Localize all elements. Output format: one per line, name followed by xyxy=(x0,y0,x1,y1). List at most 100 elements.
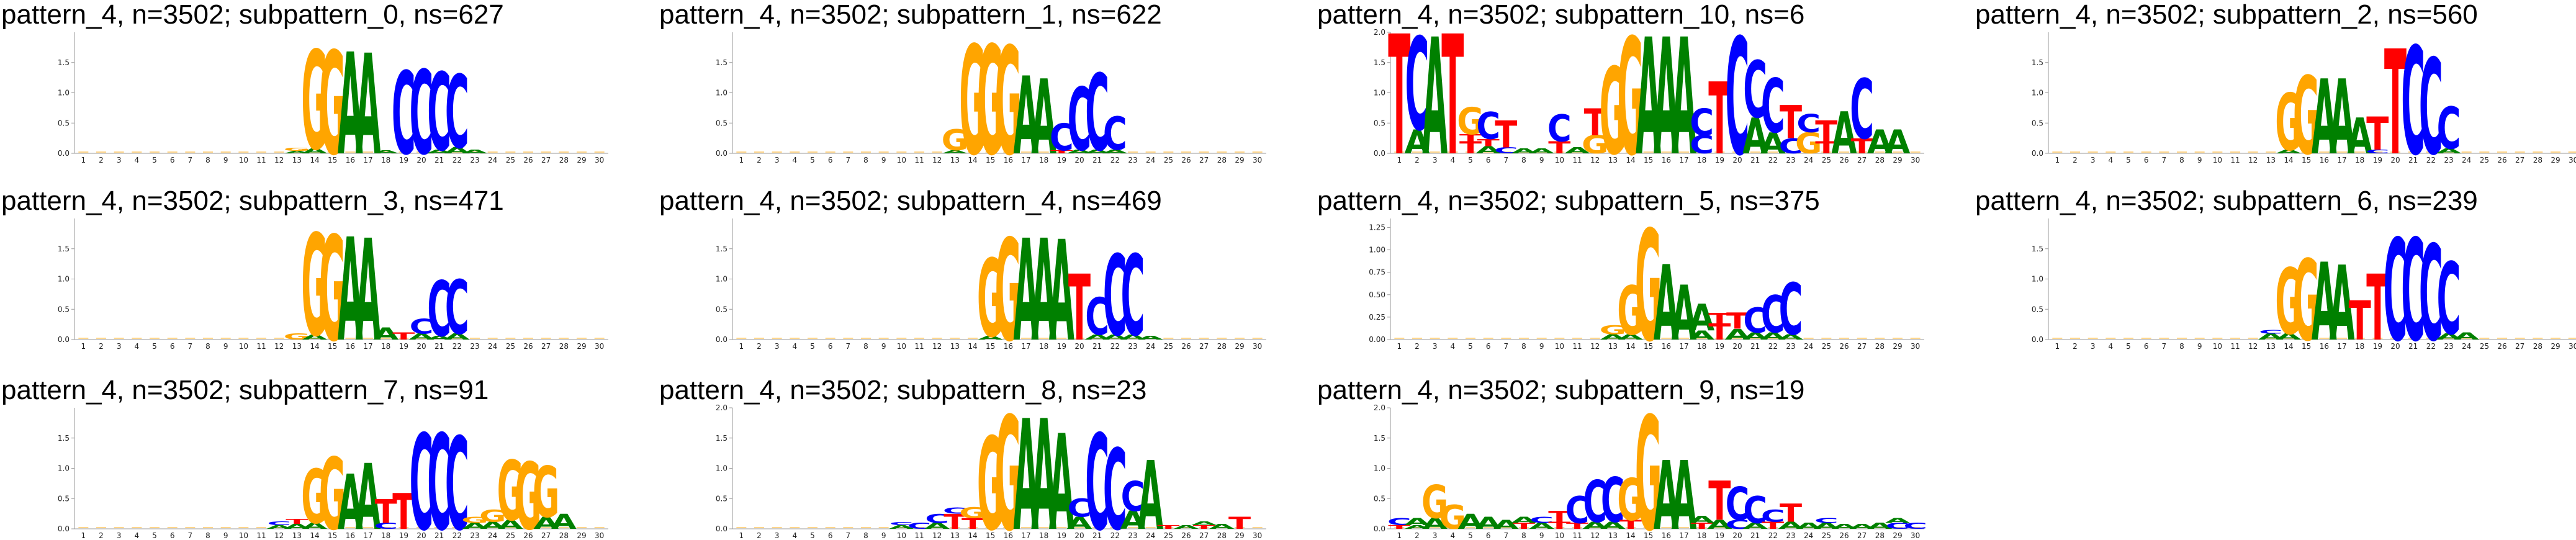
x-tick-label: 28 xyxy=(1875,156,1885,164)
baseline-mark xyxy=(1074,151,1084,153)
baseline-mark xyxy=(2266,151,2276,153)
baseline-mark xyxy=(1092,338,1102,339)
x-tick-label: 24 xyxy=(2462,156,2471,164)
baseline-mark xyxy=(1501,527,1511,528)
x-tick-label: 24 xyxy=(1804,156,1813,164)
baseline-mark xyxy=(2194,338,2205,339)
x-tick-label: 22 xyxy=(1768,156,1778,164)
x-tick-label: 15 xyxy=(1644,156,1653,164)
x-tick-label: 1 xyxy=(739,342,744,351)
baseline-mark xyxy=(1483,527,1493,528)
x-tick-label: 25 xyxy=(506,156,515,164)
baseline-mark xyxy=(381,338,391,339)
baseline-mark xyxy=(96,527,106,528)
x-tick-label: 30 xyxy=(1911,156,1920,164)
logo-letter-A: A xyxy=(1031,58,1056,178)
x-tick-label: 9 xyxy=(223,342,228,351)
x-tick-label: 12 xyxy=(932,156,942,164)
baseline-mark xyxy=(256,338,266,339)
baseline-mark xyxy=(1857,338,1867,339)
x-tick-label: 8 xyxy=(205,156,210,164)
logo-letter-T: T xyxy=(1726,308,1749,335)
logo-letter-C: C xyxy=(1690,131,1714,160)
x-tick-label: 24 xyxy=(488,342,497,351)
y-tick-label: 1.0 xyxy=(1374,464,1385,473)
x-tick-label: 13 xyxy=(950,342,960,351)
y-tick-label: 0.5 xyxy=(2032,119,2043,127)
baseline-mark xyxy=(1572,338,1582,339)
logo-letter-C: C xyxy=(1103,109,1127,161)
x-tick-label: 3 xyxy=(1433,342,1438,351)
baseline-mark xyxy=(1394,527,1405,528)
x-tick-label: 29 xyxy=(577,342,586,351)
logo-letter-A: A xyxy=(284,523,310,530)
baseline-mark xyxy=(1875,527,1885,528)
x-tick-label: 10 xyxy=(1555,156,1564,164)
x-tick-label: 9 xyxy=(1539,156,1544,164)
logo-letter-C: C xyxy=(1050,117,1074,160)
baseline-mark xyxy=(256,151,266,153)
x-tick-label: 30 xyxy=(1253,531,1262,540)
logo-letter-A: A xyxy=(1600,520,1626,531)
x-tick-label: 27 xyxy=(1857,531,1867,540)
baseline-mark xyxy=(1199,527,1209,528)
x-tick-label: 8 xyxy=(863,531,868,540)
x-tick-label: 16 xyxy=(2320,342,2329,351)
x-tick-label: 20 xyxy=(1732,342,1742,351)
x-tick-label: 18 xyxy=(1039,531,1048,540)
baseline-mark xyxy=(96,338,106,339)
baseline-mark xyxy=(2390,338,2400,339)
logo-letter-G: G xyxy=(942,124,968,157)
logo-letter-G: G xyxy=(533,452,559,534)
logo-letter-C: C xyxy=(1761,286,1785,344)
baseline-mark xyxy=(150,151,160,153)
logo-letter-C: C xyxy=(1601,464,1625,536)
baseline-mark xyxy=(968,151,978,153)
logo-letter-C: C xyxy=(1743,44,1767,135)
baseline-mark xyxy=(2551,151,2560,153)
x-tick-label: 29 xyxy=(577,531,586,540)
baseline-mark xyxy=(1626,338,1636,339)
logo-letter-A: A xyxy=(2436,147,2462,155)
x-tick-label: 10 xyxy=(897,531,906,540)
baseline-mark xyxy=(754,151,764,153)
x-tick-label: 19 xyxy=(1057,342,1066,351)
y-tick-label: 0.75 xyxy=(1369,268,1385,277)
logo-letter-A: A xyxy=(1493,518,1519,532)
x-tick-label: 11 xyxy=(256,156,266,164)
baseline-mark xyxy=(790,338,800,339)
baseline-mark xyxy=(2123,338,2133,339)
baseline-mark xyxy=(1768,527,1778,528)
logo-letter-A: A xyxy=(1760,127,1786,160)
logo-letter-A: A xyxy=(1475,513,1502,533)
logo-letter-C: C xyxy=(1565,489,1590,532)
baseline-mark xyxy=(1038,338,1049,339)
logo-letter-A: A xyxy=(2312,58,2337,178)
x-tick-label: 19 xyxy=(1715,156,1724,164)
logo-letter-G: G xyxy=(301,454,328,540)
x-tick-label: 29 xyxy=(1893,342,1902,351)
baseline-mark xyxy=(1536,151,1547,153)
x-tick-label: 1 xyxy=(1397,342,1402,351)
baseline-mark xyxy=(1590,527,1600,528)
x-tick-label: 21 xyxy=(1750,156,1760,164)
x-tick-label: 13 xyxy=(1608,156,1618,164)
logo-letter-A: A xyxy=(1191,521,1217,526)
logo-letter-G: G xyxy=(977,412,1004,540)
x-tick-label: 12 xyxy=(2248,342,2258,351)
logo-letter-T: T xyxy=(1459,138,1482,157)
baseline-mark xyxy=(1056,338,1067,339)
x-tick-label: 13 xyxy=(950,531,960,540)
logo-letter-C: C xyxy=(427,52,451,176)
baseline-mark xyxy=(452,527,462,528)
logo-letter-A: A xyxy=(1689,514,1715,525)
baseline-mark xyxy=(2177,151,2187,153)
logo-letter-G: G xyxy=(995,210,1022,373)
baseline-mark xyxy=(968,527,978,528)
logo-letter-T: T xyxy=(1815,138,1838,157)
x-tick-label: 24 xyxy=(1804,531,1813,540)
x-tick-label: 14 xyxy=(968,531,977,540)
x-tick-label: 21 xyxy=(2408,342,2418,351)
x-tick-label: 29 xyxy=(2551,156,2560,164)
x-tick-label: 3 xyxy=(775,156,780,164)
